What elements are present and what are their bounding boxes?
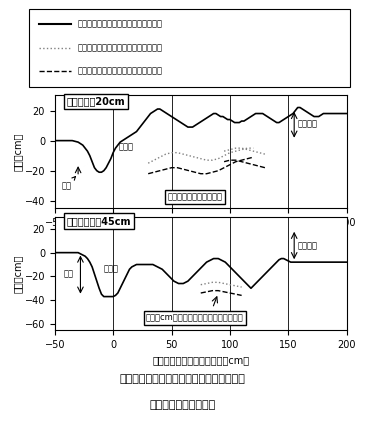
Text: れき溝: れき溝: [119, 143, 134, 151]
Text: 灰色低地土・45cm: 灰色低地土・45cm: [66, 216, 131, 226]
Text: 耕起土深: 耕起土深: [298, 241, 318, 250]
X-axis label: れき溝壁からの横方向距離（cm）: れき溝壁からの横方向距離（cm）: [152, 355, 249, 365]
Text: 表層土の埋没下面位置（１箇所の例）: 表層土の埋没下面位置（１箇所の例）: [77, 67, 162, 76]
Text: 耕深: 耕深: [64, 270, 74, 279]
Text: 耕深: 耕深: [61, 177, 76, 191]
Text: ３り体中２り体分を測定: ３り体中２り体分を測定: [168, 192, 222, 201]
Y-axis label: 深さ（cm）: 深さ（cm）: [13, 254, 23, 293]
Y-axis label: 深さ（cm）: 深さ（cm）: [13, 133, 23, 171]
FancyBboxPatch shape: [29, 9, 350, 87]
Text: 表層３cmに異なる色の土を埋設して測定: 表層３cmに異なる色の土を埋設して測定: [146, 313, 244, 322]
X-axis label: れき溝壁からの横方向距離（cm）: れき溝壁からの横方向距離（cm）: [152, 233, 249, 243]
Text: 表層土の埋没上面位置（１箇所の例）: 表層土の埋没上面位置（１箇所の例）: [77, 43, 162, 52]
Text: （ジョインタなし区）: （ジョインタなし区）: [149, 400, 216, 410]
Text: れき溝: れき溝: [104, 265, 119, 274]
Text: 黒ボク土・20cm: 黒ボク土・20cm: [66, 96, 125, 106]
Text: 耕起土深: 耕起土深: [298, 119, 318, 128]
Text: 地表面プロフィール（３箇所の平均）: 地表面プロフィール（３箇所の平均）: [77, 20, 162, 29]
Text: 図２　作業後の断面と表層土埋没位置の例: 図２ 作業後の断面と表層土埋没位置の例: [120, 374, 245, 384]
